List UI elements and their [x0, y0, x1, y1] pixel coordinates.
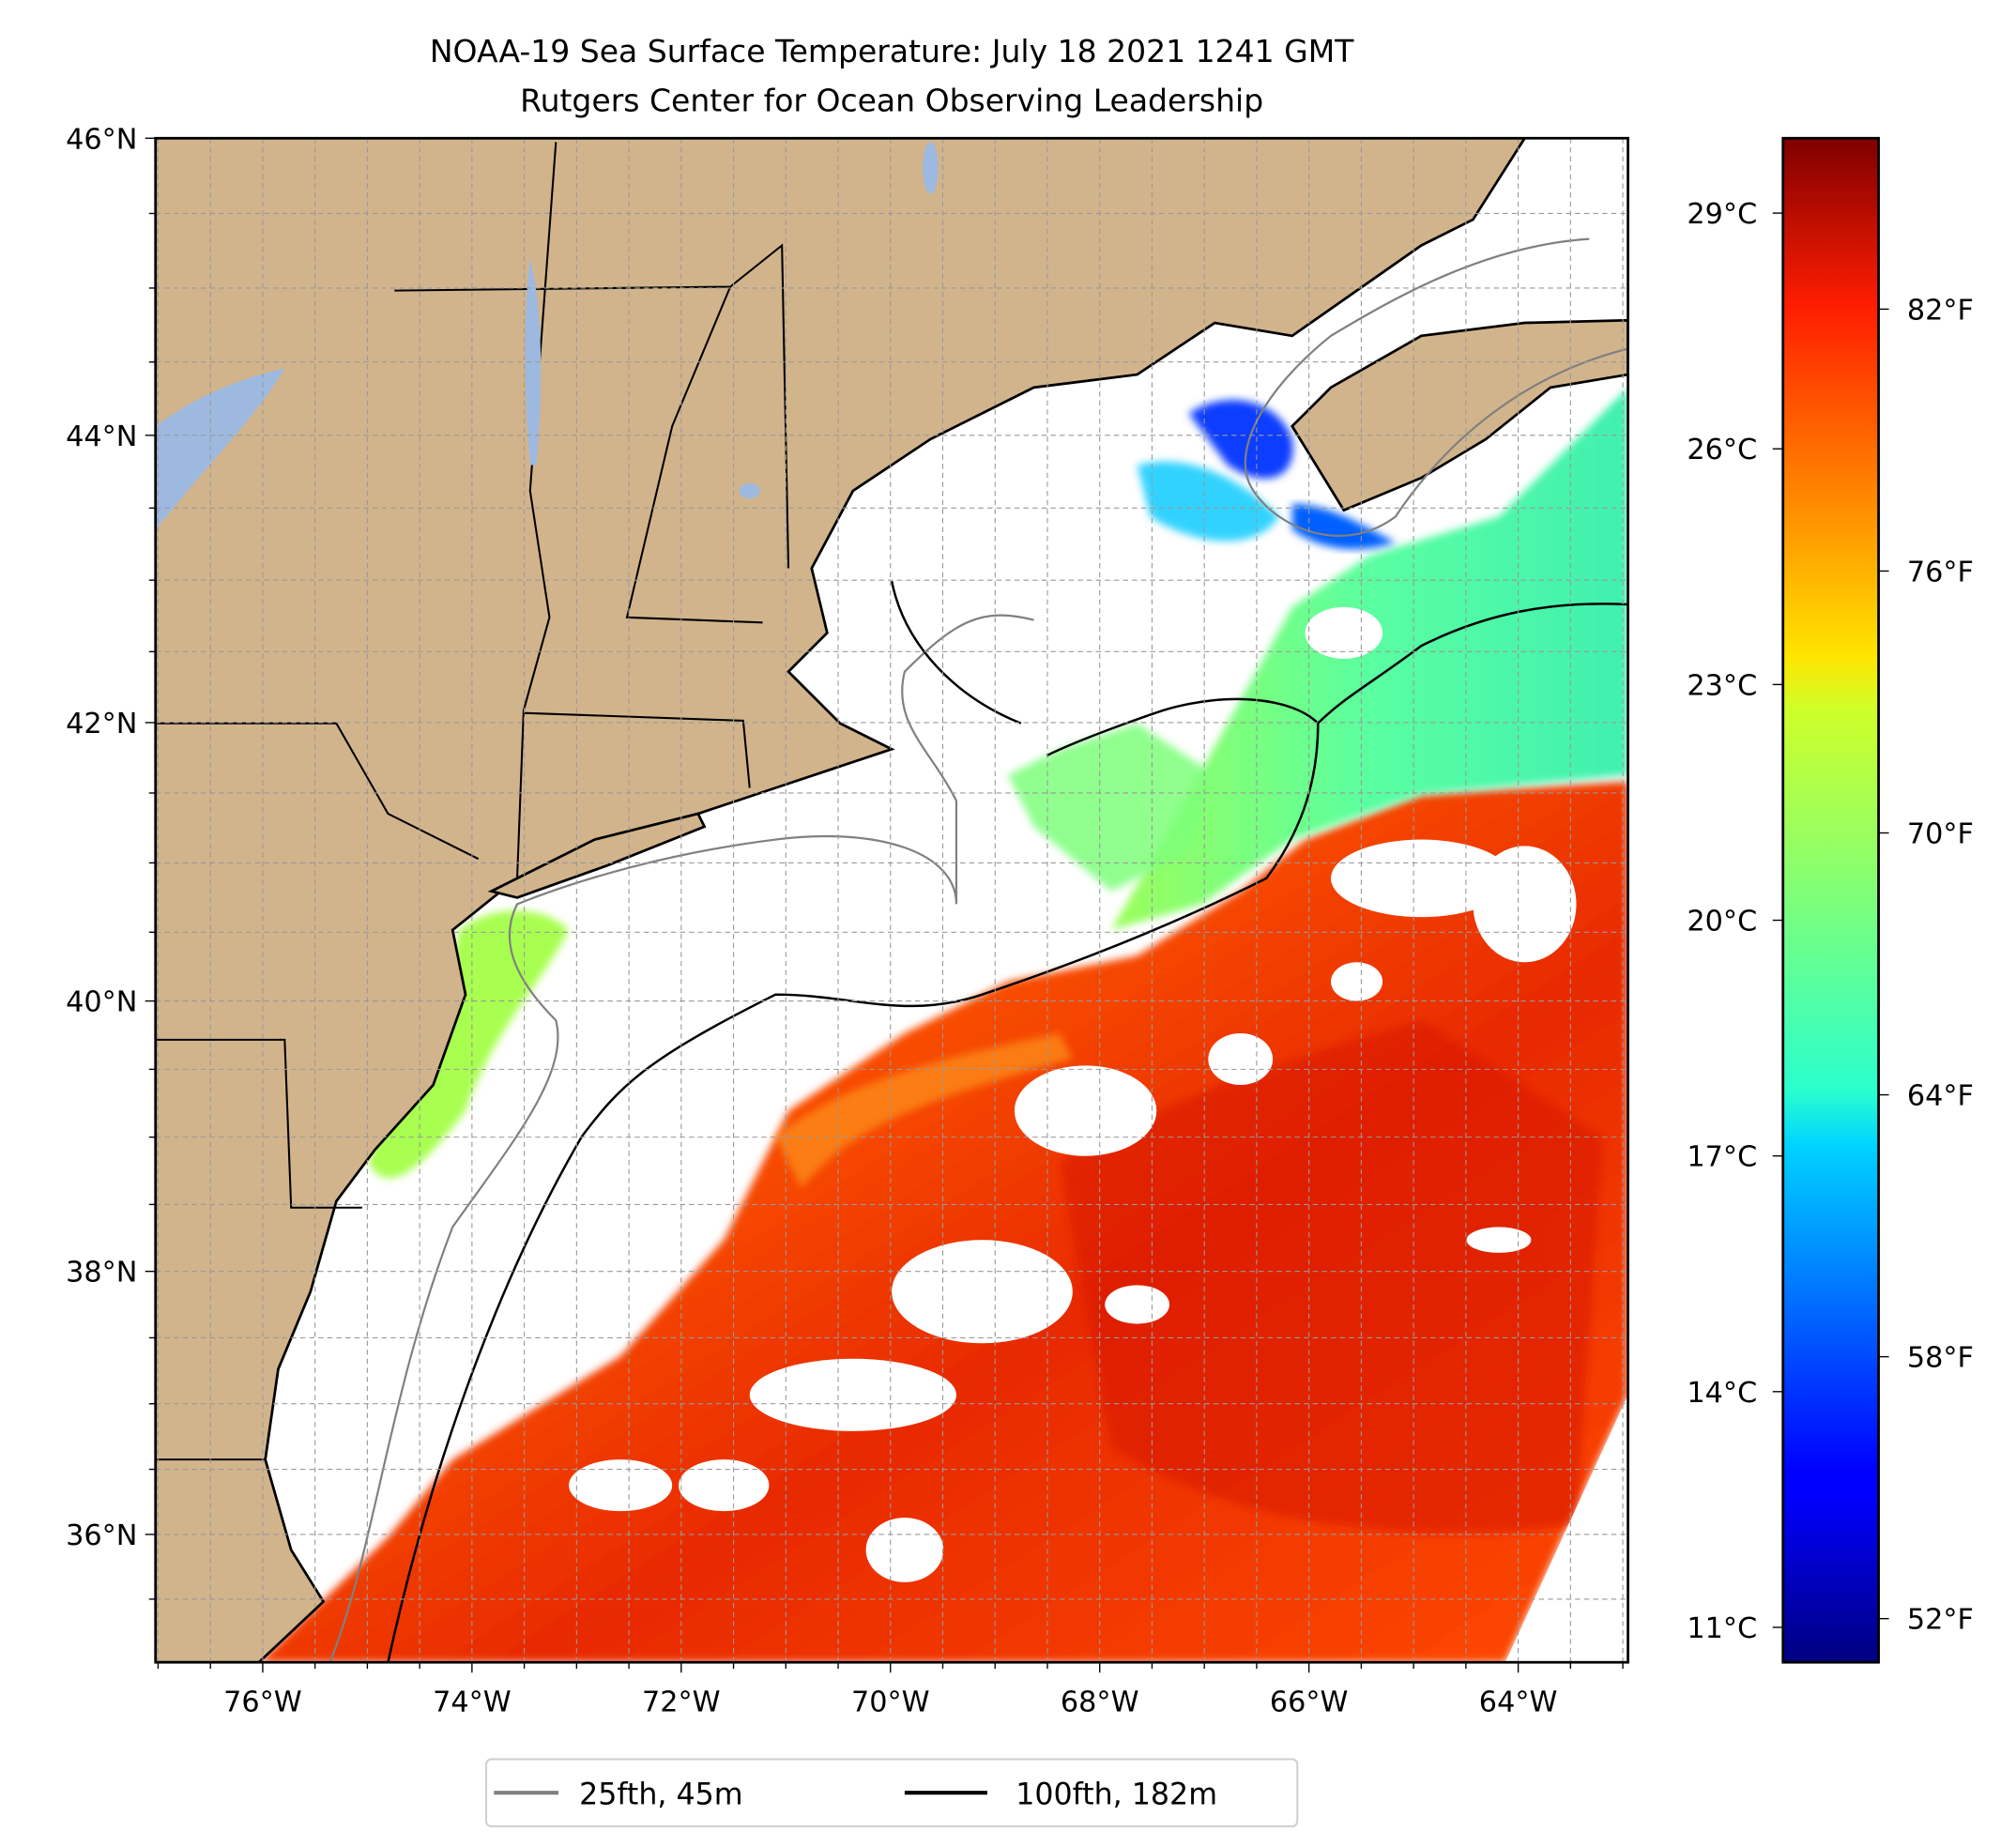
sst-cyan-gulf-maine [1137, 461, 1280, 542]
sst-nj-coastal [368, 910, 570, 1179]
x-tick-label: 70°W [851, 1686, 930, 1718]
x-tick-label: 66°W [1270, 1686, 1349, 1718]
map-plot-area [155, 138, 1628, 1663]
sst-cold-fundy [1188, 400, 1293, 479]
colorbar-label-c: 14°C [1687, 1377, 1757, 1410]
colorbar-ticks: 29°C 26°C 23°C 20°C 17°C 14°C 11°C 82°F 76°F 70°F… [1687, 198, 1973, 1645]
legend: 25fth, 45m 100fth, 182m [484, 1758, 1299, 1828]
colorbar-label-c: 23°C [1687, 669, 1757, 702]
colorbar-label-c: 17°C [1687, 1141, 1757, 1174]
colorbar-label-f: 82°F [1907, 294, 1974, 327]
y-tick-label: 42°N [66, 708, 137, 740]
isobaths [328, 237, 1628, 1663]
colorbar-label-c: 11°C [1687, 1612, 1757, 1645]
title-line-1: NOAA-19 Sea Surface Temperature: July 18… [430, 33, 1354, 69]
legend-label-25fth: 25fth, 45m [579, 1778, 743, 1812]
colorbar-label-f: 52°F [1907, 1604, 1974, 1637]
y-tick-label: 46°N [66, 123, 137, 156]
colorbar-label-c: 29°C [1687, 198, 1757, 231]
x-tick-label: 72°W [642, 1686, 721, 1718]
legend-label-100fth: 100fth, 182m [1016, 1778, 1217, 1812]
legend-box [484, 1758, 1299, 1828]
x-tick-label: 76°W [223, 1686, 302, 1718]
lakes [155, 142, 939, 530]
isobath-100fth [387, 581, 1628, 1663]
sst-cold-nova-scotia [1291, 503, 1396, 550]
cloud-gaps [569, 568, 1628, 1663]
y-tick-label: 44°N [66, 420, 137, 453]
gridlines [155, 138, 1628, 1663]
x-tick-label: 64°W [1479, 1686, 1558, 1718]
sst-warm-core [1060, 1020, 1603, 1534]
axis-ticks: 76°W 74°W 72°W 70°W 68°W 66°W 64°W 46°N 44°N 42°N… [66, 123, 1624, 1718]
land-nova-scotia [1291, 318, 1628, 512]
map-frame [154, 136, 1629, 1664]
y-tick-label: 36°N [66, 1519, 137, 1552]
isobath-25fth [328, 237, 1628, 1663]
x-tick-label: 68°W [1061, 1686, 1139, 1718]
y-tick-label: 38°N [66, 1257, 137, 1290]
colorbar-label-f: 76°F [1907, 556, 1974, 588]
title-line-2: Rutgers Center for Ocean Observing Leade… [520, 82, 1263, 118]
sst-warm-streak [775, 1032, 1073, 1189]
land-north-america [155, 138, 1527, 1663]
x-tick-label: 74°W [433, 1686, 512, 1718]
colorbar-label-f: 70°F [1907, 818, 1974, 851]
colorbar-label-c: 26°C [1687, 434, 1757, 466]
sst-field [258, 387, 1628, 1663]
colorbar [1781, 136, 1880, 1664]
colorbar-label-f: 64°F [1907, 1080, 1974, 1113]
sst-cool-patch-georges [1008, 723, 1215, 892]
land [155, 138, 1628, 1663]
sst-cool-shelf-water [1111, 387, 1628, 930]
colorbar-label-f: 58°F [1907, 1342, 1974, 1375]
colorbar-label-c: 20°C [1687, 906, 1757, 939]
y-tick-label: 40°N [66, 986, 137, 1019]
land-long-island [487, 812, 707, 899]
